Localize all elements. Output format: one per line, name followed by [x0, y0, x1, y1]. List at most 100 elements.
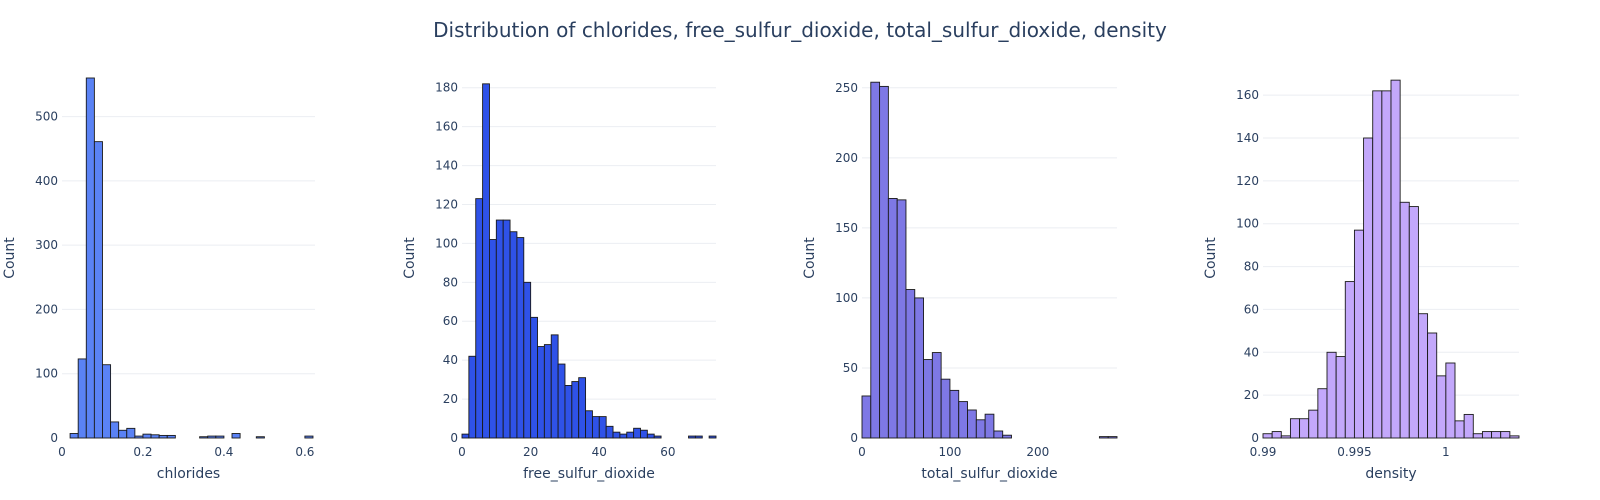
y-tick-label: 120 [1236, 174, 1259, 188]
histogram-bar [1408, 206, 1419, 439]
histogram-bar [896, 199, 907, 439]
histogram-bar [940, 378, 951, 439]
histogram-bar [255, 436, 265, 439]
histogram-bar [1509, 435, 1520, 439]
histogram-bar [1372, 90, 1383, 439]
histogram-bar [1002, 434, 1012, 439]
histogram-bar [85, 77, 95, 439]
y-tick-label: 80 [443, 275, 458, 289]
histogram-bar [905, 289, 916, 439]
x-tick-label: 60 [660, 445, 675, 459]
histogram-bar [215, 435, 225, 439]
y-tick-label: 0 [450, 431, 458, 445]
histogram-bar [708, 435, 717, 439]
histogram-bar [1262, 433, 1273, 439]
histogram-bar [967, 409, 977, 439]
histogram-bar [1390, 79, 1401, 439]
histogram-bar [975, 419, 986, 439]
histogram-bar [166, 434, 176, 439]
histogram-bar [578, 377, 587, 439]
histogram-bar [142, 433, 152, 439]
y-axis-title: Count [2, 237, 18, 279]
x-tick-label: 0.2 [133, 445, 152, 459]
histogram-bar [619, 433, 628, 439]
y-tick-label: 300 [35, 238, 58, 252]
histogram-bar [694, 435, 703, 439]
x-tick-label: 0.6 [295, 445, 314, 459]
histogram-bar [1107, 436, 1118, 439]
y-tick-label: 0 [850, 431, 858, 445]
histogram-bar [870, 81, 881, 439]
x-axis-title: total_sulfur_dioxide [921, 466, 1057, 482]
histogram-bar [461, 433, 470, 439]
y-tick-label: 20 [1244, 388, 1259, 402]
histogram-bar [605, 425, 614, 439]
histogram-bar [110, 421, 120, 439]
x-tick-label: 200 [1026, 445, 1049, 459]
y-tick-label: 140 [435, 159, 458, 173]
y-tick-label: 0 [1251, 431, 1259, 445]
histogram-bar [502, 219, 511, 439]
histogram-bar [585, 410, 593, 439]
y-tick-label: 160 [1236, 88, 1259, 102]
histogram-bar [495, 219, 504, 439]
histogram-bar [1381, 90, 1392, 439]
y-tick-label: 140 [1236, 131, 1259, 145]
histogram-bar [516, 237, 525, 439]
x-tick-label: 20 [523, 445, 538, 459]
x-axis-title: free_sulfur_dioxide [523, 466, 655, 482]
histogram-bar [543, 344, 552, 439]
histogram-bar [557, 363, 566, 439]
histogram-bar [653, 435, 662, 439]
x-tick-label: 0 [458, 445, 466, 459]
histogram-bar [598, 416, 607, 439]
y-tick-label: 20 [443, 392, 458, 406]
histogram-bar [1363, 137, 1374, 439]
y-tick-label: 100 [35, 367, 58, 381]
histogram-bar [958, 401, 968, 439]
histogram-bar [1280, 435, 1291, 439]
histogram-bar [1481, 431, 1493, 439]
y-tick-label: 150 [835, 221, 858, 235]
histogram-bar [482, 83, 490, 439]
histogram-bar [550, 334, 559, 439]
y-tick-label: 50 [843, 361, 858, 375]
histogram-bar [134, 435, 144, 439]
chart-title: Distribution of chlorides, free_sulfur_d… [433, 18, 1167, 42]
y-tick-label: 160 [435, 120, 458, 134]
histogram-bar [564, 385, 573, 439]
histogram-bar [158, 434, 168, 439]
histogram-bar [530, 316, 538, 439]
histogram-bar [1299, 418, 1310, 439]
x-tick-label: 0.4 [214, 445, 233, 459]
y-tick-label: 200 [835, 151, 858, 165]
y-tick-label: 40 [1244, 345, 1259, 359]
histogram-bar [126, 427, 136, 439]
histogram-bar [1308, 409, 1319, 439]
histogram-bar [571, 381, 580, 439]
histogram-bar [646, 433, 655, 439]
histogram-bar [1491, 431, 1502, 439]
histogram-bar [591, 416, 600, 439]
y-tick-label: 100 [435, 236, 458, 250]
histogram-bar [1344, 281, 1355, 439]
y-axis-title: Count [402, 237, 418, 279]
histogram-bar [923, 359, 933, 439]
histogram-bar [1399, 201, 1410, 439]
histogram-bar [468, 355, 477, 439]
histogram-bar [1317, 388, 1328, 439]
y-tick-label: 60 [1244, 302, 1259, 316]
x-tick-label: 0 [858, 445, 866, 459]
histogram-bar [993, 430, 1004, 439]
y-tick-label: 100 [835, 291, 858, 305]
histogram-bar [879, 85, 889, 439]
y-tick-label: 40 [443, 353, 458, 367]
histogram-bar [102, 364, 112, 439]
histogram-bar [612, 431, 621, 439]
y-tick-label: 0 [50, 431, 58, 445]
x-tick-label: 1 [1442, 445, 1450, 459]
histogram-bar [475, 198, 484, 439]
x-tick-label: 0.99 [1250, 445, 1277, 459]
